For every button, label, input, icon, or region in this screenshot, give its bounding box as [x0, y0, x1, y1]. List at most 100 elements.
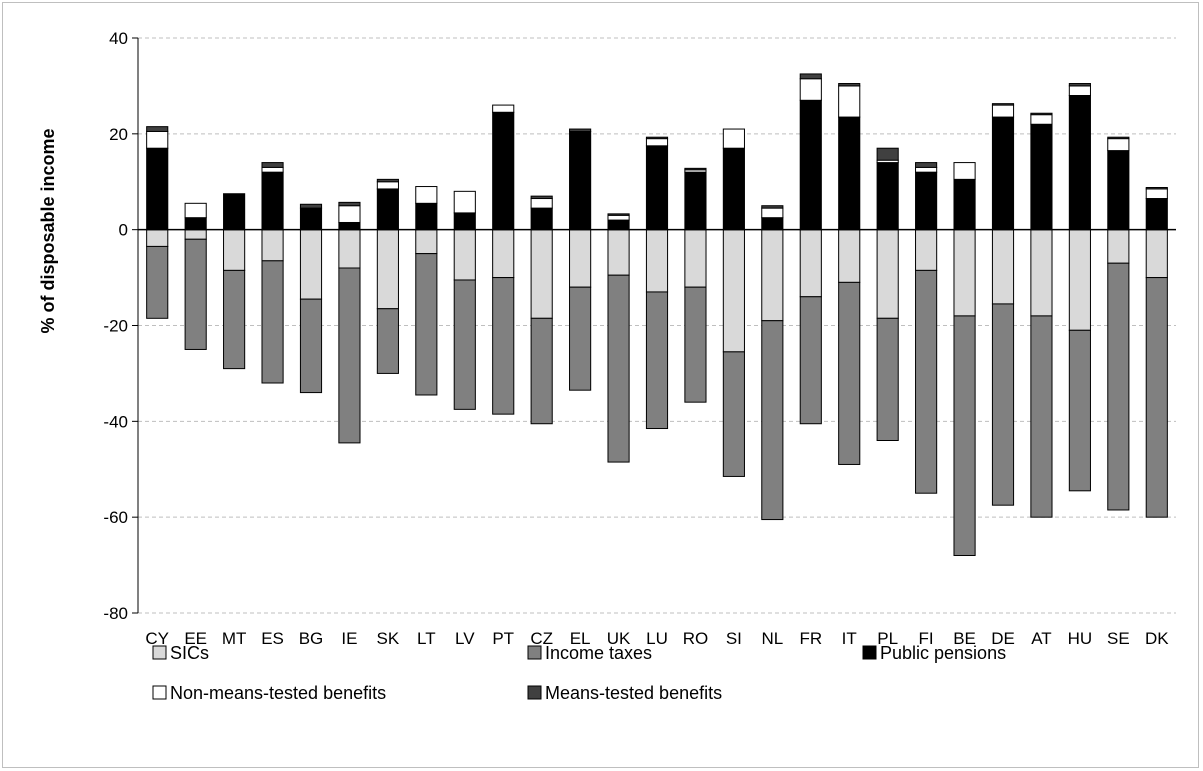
bar-segment-means-tested-benefits-hu [1068, 83, 1091, 87]
x-tick-label: SK [377, 629, 400, 648]
x-tick-label: LV [455, 629, 475, 648]
bar-segment-means-tested-benefits-bg [299, 203, 323, 209]
bar-segment-sics-ie [338, 229, 361, 269]
bar-segment-means-tested-benefits-ro [684, 167, 707, 171]
bar-segment-non-means-tested-benefits-at [1030, 114, 1053, 125]
bar-segment-means-tested-benefits-se [1107, 136, 1130, 140]
bar-segment-non-means-tested-benefits-lv [453, 190, 476, 214]
x-tick-label: BE [953, 629, 976, 648]
bar-segment-means-tested-benefits-ie [338, 201, 361, 207]
y-tick-label: -20 [103, 317, 128, 336]
bar-segment-means-tested-benefits-dk [1145, 187, 1168, 190]
bar-segment-public-pensions-pl [876, 162, 899, 231]
bar-segment-public-pensions-nl [761, 217, 784, 231]
x-tick-label: FI [919, 629, 934, 648]
bar-segment-income-taxes-lv [453, 279, 476, 410]
x-tick-label: NL [761, 629, 783, 648]
bar-segment-public-pensions-lv [453, 212, 476, 231]
x-tick-labels: CY EE MT ES BG IE SK LT LV PT CZ EL UK LU RO SI NL FR IT PL… [145, 629, 1169, 648]
bar-segment-sics-bg [299, 229, 323, 300]
x-tick-label: FR [799, 629, 822, 648]
bar-segment-income-taxes-mt [223, 269, 246, 370]
bar-segment-income-taxes-be [953, 315, 976, 556]
bar-segment-income-taxes-hu [1068, 329, 1091, 492]
bar-segment-sics-lt [415, 229, 438, 255]
bar-segment-means-tested-benefits-nl [761, 205, 784, 209]
bar-segment-means-tested-benefits-fr [799, 73, 822, 80]
y-tick-label: 0 [119, 221, 128, 240]
bar-segment-public-pensions-at [1030, 123, 1053, 231]
bar-segment-sics-cz [530, 229, 553, 319]
bar-segment-public-pensions-dk [1145, 198, 1168, 231]
bar-segment-income-taxes-ee [184, 238, 207, 350]
bar-segment-income-taxes-bg [299, 298, 323, 394]
bar-segment-sics-uk [607, 229, 630, 276]
bar-segment-means-tested-benefits-sk [376, 178, 399, 183]
legend-label: Public pensions [880, 643, 1006, 663]
x-tick-label: LU [646, 629, 668, 648]
y-axis-label: % of disposable income [38, 128, 58, 333]
x-tick-label: DE [991, 629, 1015, 648]
bar-segment-sics-nl [761, 229, 784, 322]
legend-swatch [152, 645, 167, 660]
bar-segment-means-tested-benefits-uk [607, 213, 630, 216]
bar-segment-sics-it [838, 229, 861, 283]
x-tick-label: RO [683, 629, 709, 648]
y-tick-label: -40 [103, 412, 128, 431]
bar-segment-public-pensions-de [991, 116, 1015, 231]
bar-segment-sics-ee [184, 229, 207, 240]
y-tick-label: -80 [103, 604, 128, 623]
legend-swatch [527, 685, 542, 700]
bar-segment-public-pensions-ro [684, 171, 707, 231]
y-tick-label: 40 [109, 29, 128, 48]
bar-segment-non-means-tested-benefits-lu [645, 138, 669, 147]
bar-segment-non-means-tested-benefits-cz [530, 198, 553, 209]
x-tick-label: CY [145, 629, 169, 648]
bar-segment-means-tested-benefits-it [838, 83, 861, 87]
bar-segment-sics-lv [453, 229, 476, 281]
bar-segment-public-pensions-it [838, 116, 861, 231]
bar-segment-income-taxes-at [1030, 315, 1053, 518]
bar-segment-income-taxes-pt [492, 277, 515, 415]
x-tick-label: SE [1107, 629, 1130, 648]
x-tick-label: PT [492, 629, 514, 648]
bar-segment-means-tested-benefits-de [991, 103, 1015, 106]
bar-segment-non-means-tested-benefits-es [261, 166, 284, 173]
y-tick-label: -60 [103, 508, 128, 527]
bar-segment-income-taxes-lt [415, 253, 438, 396]
bar-segment-sics-at [1030, 229, 1053, 317]
bar-segment-sics-el [569, 229, 592, 288]
bar-segment-means-tested-benefits-es [261, 162, 284, 168]
bar-segment-non-means-tested-benefits-hu [1068, 85, 1091, 96]
bar-segment-non-means-tested-benefits-se [1107, 138, 1130, 152]
bar-segment-non-means-tested-benefits-si [722, 128, 745, 149]
bar-segment-sics-cy [146, 229, 169, 247]
x-tick-label: CZ [530, 629, 553, 648]
bar-segment-non-means-tested-benefits-be [953, 162, 976, 180]
bar-segment-means-tested-benefits-lu [645, 136, 669, 140]
bar-segment-sics-hu [1068, 229, 1091, 331]
legend-swatch [862, 645, 877, 660]
legend-swatch [152, 685, 167, 700]
bar-segment-income-taxes-lu [645, 291, 669, 430]
bar-segment-public-pensions-fi [915, 171, 938, 231]
bar-segment-public-pensions-pt [492, 111, 515, 231]
legend-label: Means-tested benefits [545, 683, 722, 703]
bar-segment-non-means-tested-benefits-de [991, 104, 1015, 118]
bar-segment-non-means-tested-benefits-ie [338, 205, 361, 223]
bar-segment-sics-be [953, 229, 976, 317]
bar-segment-income-taxes-fr [799, 296, 822, 425]
bar-segment-non-means-tested-benefits-uk [607, 214, 630, 221]
bar-segment-public-pensions-bg [299, 207, 323, 231]
x-tick-label: IE [341, 629, 357, 648]
bar-segment-public-pensions-cz [530, 207, 553, 231]
axes [132, 37, 1176, 614]
y-tick-labels: 40 20 0 -20 -40 -60 -80 [103, 29, 128, 623]
bar-segment-sics-dk [1145, 229, 1168, 279]
bar-segment-income-taxes-se [1107, 262, 1130, 511]
bar-segment-non-means-tested-benefits-lt [415, 186, 438, 204]
bar-segment-income-taxes-es [261, 260, 284, 384]
bar-segment-public-pensions-el [569, 130, 592, 231]
bar-segment-public-pensions-mt [223, 193, 246, 231]
